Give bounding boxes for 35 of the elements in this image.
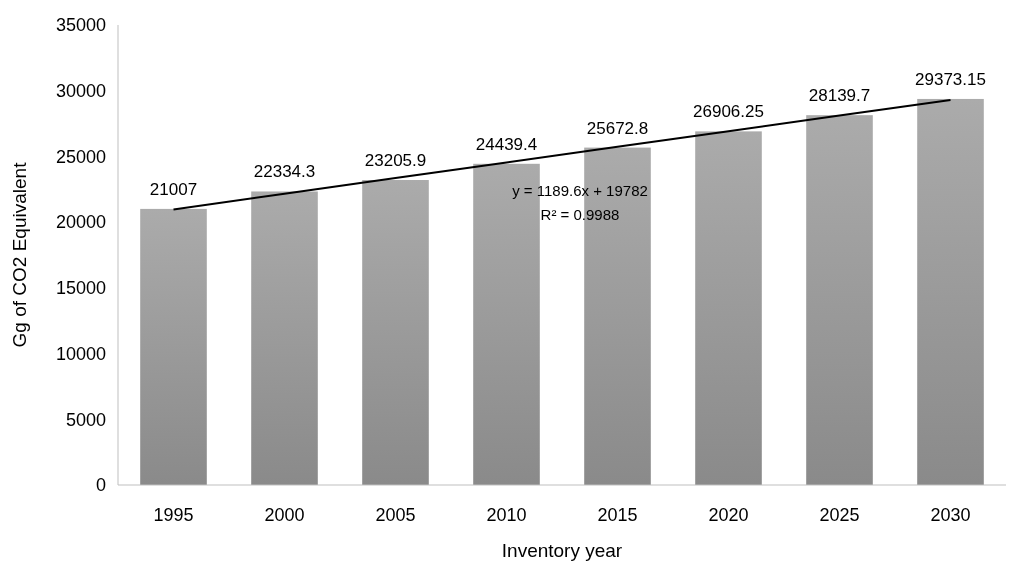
- x-tick-label: 2020: [708, 505, 749, 525]
- data-label: 25672.8: [586, 118, 649, 138]
- data-label: 24439.4: [475, 134, 538, 154]
- data-label: 26906.25: [693, 102, 764, 122]
- annotation: y = 1189.6x + 19782: [512, 182, 648, 199]
- x-tick-label: 2010: [486, 505, 527, 525]
- y-tick-label: 5000: [65, 409, 106, 430]
- data-label: 28139.7: [808, 86, 871, 106]
- y-tick-label: 0: [95, 475, 106, 496]
- bar: [917, 98, 984, 485]
- bar: [362, 180, 429, 485]
- x-axis-title: Inventory year: [501, 540, 623, 561]
- x-tick-label: 2025: [819, 505, 860, 525]
- x-tick-label: 2030: [930, 505, 971, 525]
- data-label: 29373.15: [915, 69, 986, 89]
- x-tick-label: 2005: [375, 505, 416, 525]
- y-tick-label: 10000: [55, 343, 106, 364]
- bar: [140, 208, 207, 485]
- x-tick-label: 1995: [153, 505, 194, 525]
- data-label: 22334.3: [253, 162, 316, 182]
- x-tick-label: 2000: [264, 505, 305, 525]
- data-label: 21007: [149, 179, 198, 199]
- annotation: R² = 0.9988: [540, 206, 620, 223]
- y-tick-label: 25000: [55, 146, 106, 167]
- y-axis-title: Gg of CO2 Equivalent: [9, 161, 30, 348]
- x-tick-label: 2015: [597, 505, 638, 525]
- bar: [695, 131, 762, 485]
- y-tick-label: 35000: [55, 15, 106, 36]
- y-tick-label: 15000: [55, 278, 106, 299]
- bar: [251, 191, 318, 485]
- bar: [473, 163, 540, 485]
- data-label: 23205.9: [364, 151, 427, 171]
- y-tick-label: 30000: [55, 81, 106, 102]
- bar: [806, 115, 873, 485]
- y-tick-label: 20000: [55, 212, 106, 233]
